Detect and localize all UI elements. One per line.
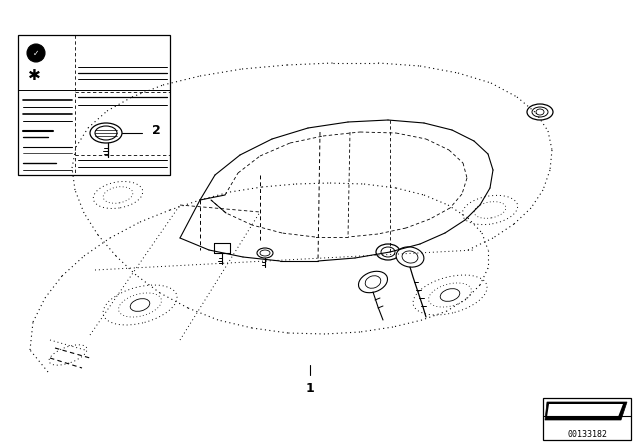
Ellipse shape: [358, 271, 387, 293]
Text: ✱: ✱: [28, 68, 40, 82]
Bar: [18, 35, 170, 175]
Bar: [543, 398, 631, 440]
Text: ✓: ✓: [33, 48, 39, 57]
Text: 00133182: 00133182: [567, 430, 607, 439]
Text: 1: 1: [306, 382, 314, 395]
Ellipse shape: [95, 126, 117, 140]
Ellipse shape: [532, 107, 548, 117]
Text: 2: 2: [152, 124, 161, 137]
Polygon shape: [545, 402, 627, 420]
Ellipse shape: [376, 244, 400, 260]
Ellipse shape: [90, 123, 122, 143]
Ellipse shape: [396, 247, 424, 267]
Polygon shape: [547, 404, 623, 417]
Ellipse shape: [257, 248, 273, 258]
Ellipse shape: [527, 104, 553, 120]
Circle shape: [27, 44, 45, 62]
